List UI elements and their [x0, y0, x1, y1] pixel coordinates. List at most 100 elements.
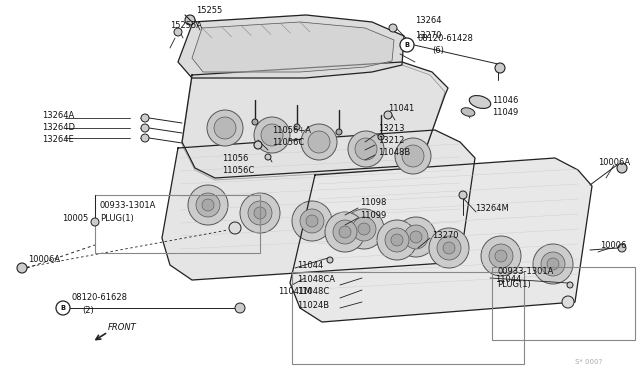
Text: B: B [404, 42, 410, 48]
Bar [492, 267, 635, 340]
Text: 11099: 11099 [360, 211, 387, 219]
Circle shape [358, 223, 370, 235]
Circle shape [240, 193, 280, 233]
Text: S* 000?: S* 000? [575, 359, 602, 365]
Text: 10005: 10005 [62, 214, 88, 222]
Circle shape [325, 212, 365, 252]
Text: 11056C: 11056C [222, 166, 254, 174]
Circle shape [378, 134, 384, 140]
Text: 13270: 13270 [432, 231, 458, 240]
Circle shape [495, 250, 507, 262]
Circle shape [214, 117, 236, 139]
Text: 15255A: 15255A [170, 20, 202, 29]
Circle shape [541, 252, 565, 276]
Text: 13264A: 13264A [42, 110, 74, 119]
Polygon shape [182, 62, 448, 178]
Text: 11056+A: 11056+A [272, 125, 311, 135]
Circle shape [292, 201, 332, 241]
Text: 11044: 11044 [297, 260, 323, 269]
Text: 11056C: 11056C [272, 138, 304, 147]
Circle shape [308, 131, 330, 153]
Text: (6): (6) [432, 45, 444, 55]
Circle shape [547, 258, 559, 270]
Circle shape [389, 24, 397, 32]
Polygon shape [192, 22, 394, 72]
Text: 11098: 11098 [360, 198, 387, 206]
Text: 13264D: 13264D [42, 122, 75, 131]
Text: 11048CA: 11048CA [297, 276, 335, 285]
Circle shape [481, 236, 521, 276]
Circle shape [254, 117, 290, 153]
Circle shape [377, 220, 417, 260]
Circle shape [254, 207, 266, 219]
Text: 13213: 13213 [378, 124, 404, 132]
Bar [95, 195, 260, 253]
Circle shape [254, 141, 262, 149]
Ellipse shape [469, 96, 491, 109]
Circle shape [348, 131, 384, 167]
Bar [292, 272, 524, 364]
Circle shape [489, 244, 513, 268]
Ellipse shape [461, 108, 475, 116]
Circle shape [265, 154, 271, 160]
Text: 10006A: 10006A [28, 256, 60, 264]
Circle shape [384, 111, 392, 119]
Circle shape [294, 124, 300, 130]
Text: B: B [61, 305, 65, 311]
Circle shape [352, 217, 376, 241]
Circle shape [261, 124, 283, 146]
Circle shape [235, 303, 245, 313]
Circle shape [252, 119, 258, 125]
Circle shape [300, 209, 324, 233]
Text: 11048C: 11048C [297, 288, 329, 296]
Text: PLUG(1): PLUG(1) [497, 280, 531, 289]
Circle shape [141, 114, 149, 122]
Circle shape [562, 296, 574, 308]
Text: PLUG(1): PLUG(1) [100, 214, 134, 222]
Circle shape [339, 226, 351, 238]
Circle shape [385, 228, 409, 252]
Text: 11046: 11046 [492, 96, 518, 105]
Circle shape [207, 110, 243, 146]
Circle shape [185, 15, 195, 25]
Circle shape [567, 282, 573, 288]
Circle shape [91, 218, 99, 226]
Circle shape [301, 124, 337, 160]
Circle shape [391, 234, 403, 246]
Circle shape [141, 134, 149, 142]
Text: 11048B: 11048B [378, 148, 410, 157]
Text: 10006A: 10006A [598, 157, 630, 167]
Text: 11044: 11044 [495, 276, 521, 285]
Text: 11056: 11056 [222, 154, 248, 163]
Circle shape [306, 215, 318, 227]
Text: 08120-61628: 08120-61628 [72, 294, 128, 302]
Polygon shape [162, 130, 475, 280]
Text: 13212: 13212 [378, 135, 404, 144]
Text: 15255: 15255 [196, 6, 222, 15]
Text: 11041: 11041 [388, 103, 414, 112]
Text: 11041M: 11041M [278, 288, 312, 296]
Polygon shape [178, 15, 404, 78]
Circle shape [355, 138, 377, 160]
Circle shape [429, 228, 469, 268]
Circle shape [396, 217, 436, 257]
Polygon shape [290, 158, 592, 322]
Text: 10006: 10006 [600, 241, 627, 250]
Circle shape [618, 244, 626, 252]
Text: 11024B: 11024B [297, 301, 329, 310]
Text: 13264M: 13264M [475, 203, 509, 212]
Circle shape [495, 63, 505, 73]
Circle shape [344, 209, 384, 249]
Text: 00933-1301A: 00933-1301A [100, 201, 156, 209]
Text: 00933-1301A: 00933-1301A [497, 267, 554, 276]
Circle shape [395, 138, 431, 174]
Text: 11049: 11049 [492, 108, 518, 116]
Circle shape [617, 163, 627, 173]
Circle shape [56, 301, 70, 315]
Circle shape [402, 145, 424, 167]
Circle shape [437, 236, 461, 260]
Circle shape [174, 28, 182, 36]
Text: 13264: 13264 [415, 16, 442, 25]
Circle shape [229, 222, 241, 234]
Text: 13270: 13270 [415, 31, 442, 39]
